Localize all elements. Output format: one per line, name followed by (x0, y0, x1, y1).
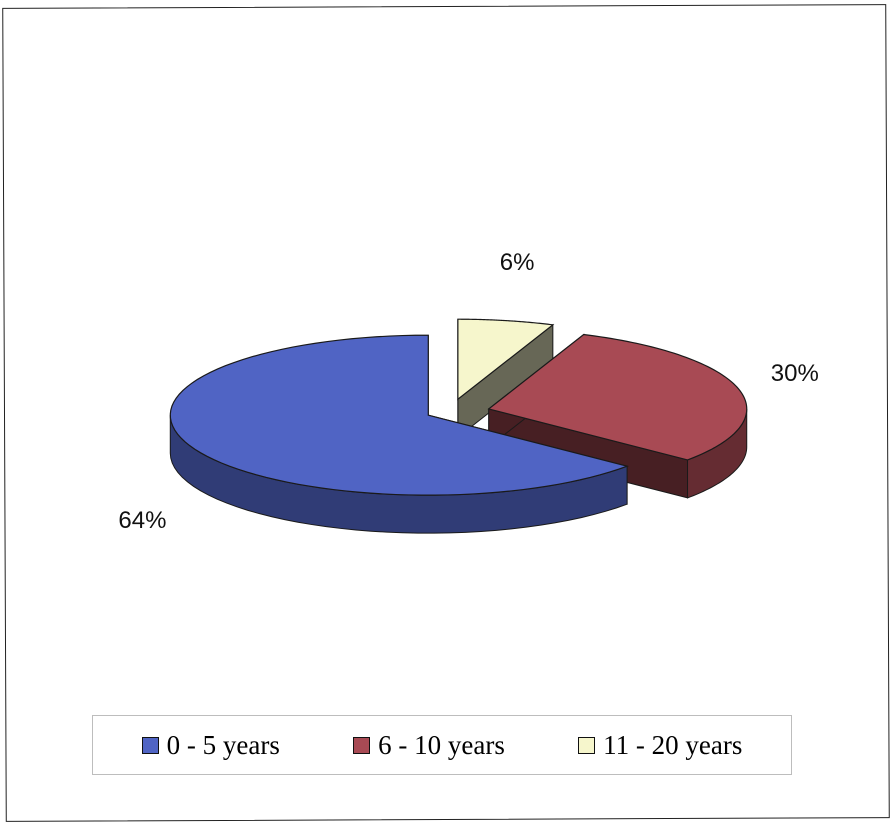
pie-slice-2-top (457, 318, 555, 401)
legend-label: 6 - 10 years (378, 729, 505, 760)
legend-item-11-20-years: 11 - 20 years (578, 730, 742, 761)
pie-slice-1-top (487, 333, 748, 461)
pie-slice-0-top (169, 334, 630, 496)
legend-swatch-11-20-years (578, 736, 596, 754)
legend-label: 11 - 20 years (603, 729, 743, 760)
legend: 0 - 5 years 6 - 10 years 11 - 20 years (92, 715, 792, 775)
legend-swatch-0-5-years (141, 736, 159, 754)
legend-item-6-10-years: 6 - 10 years (353, 730, 505, 761)
legend-label: 0 - 5 years (166, 729, 280, 760)
data-label-2: 6% (500, 249, 535, 276)
data-label-1: 30% (771, 360, 819, 387)
data-label-0: 64% (118, 507, 166, 534)
pie-slice-0 (169, 334, 630, 534)
pie-slice-2 (457, 318, 555, 439)
legend-swatch-6-10-years (353, 736, 371, 754)
legend-item-0-5-years: 0 - 5 years (141, 729, 280, 761)
pie-slice-1 (487, 333, 748, 499)
